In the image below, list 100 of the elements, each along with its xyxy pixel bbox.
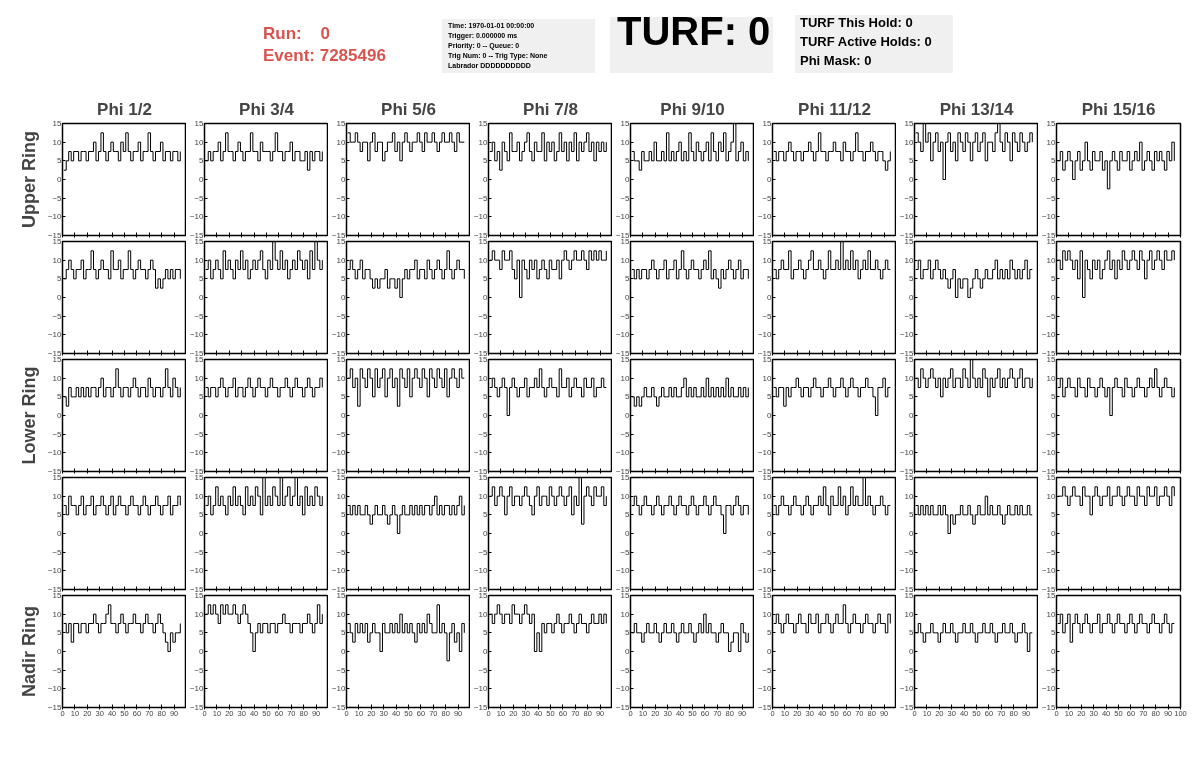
y-tick-label: −15 (757, 349, 773, 358)
y-tick-label: 15 (904, 473, 915, 482)
y-tick-label: −10 (47, 212, 63, 222)
y-tick-label: −10 (189, 330, 205, 340)
y-tick-label: −10 (615, 212, 631, 222)
y-tick-label: −5 (904, 193, 915, 203)
y-tick-label: 5 (625, 392, 631, 402)
y-tick-label: 5 (767, 510, 773, 520)
y-tick-label: 5 (909, 510, 915, 520)
y-tick-label: −15 (1041, 231, 1057, 240)
y-tick-label: 15 (52, 473, 63, 482)
y-tick-label: −15 (473, 467, 489, 476)
y-tick-label: 15 (904, 119, 915, 128)
y-tick-label: 10 (904, 255, 915, 265)
y-tick-label: −15 (899, 231, 915, 240)
chart-title: Phi 9/10 (660, 99, 725, 119)
chart-title: Phi 11/12 (798, 99, 871, 119)
y-tick-label: 5 (57, 392, 63, 402)
y-tick-label: 0 (909, 411, 915, 420)
y-tick-label: −5 (904, 665, 915, 675)
y-tick-label: 5 (57, 628, 63, 638)
y-tick-label: −10 (189, 212, 205, 222)
y-tick-label: 0 (909, 529, 915, 538)
y-tick-label: −15 (331, 349, 347, 358)
y-tick-label: 15 (904, 355, 915, 364)
y-tick-label: 15 (478, 119, 489, 128)
y-tick-label: 15 (620, 237, 631, 246)
y-tick-label: −10 (1041, 212, 1057, 222)
y-tick-label: −10 (1041, 684, 1057, 694)
y-tick-label: −10 (331, 212, 347, 222)
y-tick-label: 15 (194, 591, 205, 600)
y-tick-label: −5 (478, 193, 489, 203)
y-tick-label: −10 (899, 566, 915, 576)
y-tick-label: 15 (762, 237, 773, 246)
y-tick-label: 10 (904, 373, 915, 383)
y-tick-label: −5 (762, 429, 773, 439)
y-tick-label: 10 (52, 373, 63, 383)
y-tick-label: 5 (767, 628, 773, 638)
y-tick-label: −10 (189, 448, 205, 458)
y-tick-label: 5 (341, 510, 347, 520)
y-tick-label: 15 (904, 237, 915, 246)
y-tick-label: −15 (47, 585, 63, 594)
y-tick-label: −10 (899, 330, 915, 340)
y-tick-label: 15 (194, 473, 205, 482)
y-tick-label: −5 (194, 193, 205, 203)
y-tick-label: 5 (625, 156, 631, 166)
y-tick-label: −5 (762, 547, 773, 557)
y-tick-label: 5 (199, 510, 205, 520)
y-tick-label: −15 (189, 467, 205, 476)
y-tick-label: 5 (909, 628, 915, 638)
y-tick-label: 15 (478, 237, 489, 246)
y-tick-label: 0 (909, 293, 915, 302)
y-tick-label: −15 (1041, 467, 1057, 476)
y-tick-label: 15 (194, 119, 205, 128)
text: Phi Mask: 0 (800, 52, 872, 68)
y-tick-label: 15 (52, 237, 63, 246)
y-tick-label: 15 (620, 591, 631, 600)
y-tick-label: 0 (341, 175, 347, 184)
y-tick-label: −10 (331, 684, 347, 694)
y-tick-label: 10 (336, 491, 347, 501)
y-tick-label: −15 (47, 349, 63, 358)
y-tick-label: 10 (478, 137, 489, 147)
y-tick-label: −15 (331, 231, 347, 240)
y-tick-label: −15 (615, 585, 631, 594)
y-tick-label: 5 (483, 392, 489, 402)
y-tick-label: 15 (478, 473, 489, 482)
y-tick-label: −5 (336, 429, 347, 439)
y-tick-label: −15 (615, 703, 631, 712)
y-tick-label: −10 (615, 566, 631, 576)
y-tick-label: 0 (199, 529, 205, 538)
y-tick-label: −15 (757, 703, 773, 712)
y-tick-label: 10 (620, 255, 631, 265)
y-tick-label: 0 (767, 293, 773, 302)
y-tick-label: −5 (620, 193, 631, 203)
y-tick-label: −10 (331, 448, 347, 458)
y-tick-label: 0 (483, 293, 489, 302)
y-tick-label: 10 (1046, 137, 1057, 147)
y-tick-label: 5 (341, 274, 347, 284)
y-tick-label: 10 (904, 491, 915, 501)
y-tick-label: −5 (904, 429, 915, 439)
y-tick-label: 5 (625, 628, 631, 638)
y-tick-label: −15 (1041, 703, 1057, 712)
y-tick-label: 10 (620, 491, 631, 501)
y-tick-label: 0 (199, 647, 205, 656)
y-tick-label: −15 (899, 349, 915, 358)
y-tick-label: 0 (909, 647, 915, 656)
y-tick-label: 15 (904, 591, 915, 600)
y-tick-label: 5 (483, 510, 489, 520)
y-tick-label: −15 (189, 703, 205, 712)
y-tick-label: 0 (483, 411, 489, 420)
y-tick-label: −10 (615, 684, 631, 694)
y-tick-label: −5 (336, 193, 347, 203)
y-tick-label: −15 (331, 467, 347, 476)
y-tick-label: 15 (620, 473, 631, 482)
y-tick-label: −15 (615, 231, 631, 240)
y-tick-label: 5 (1051, 628, 1057, 638)
y-tick-label: 0 (57, 175, 63, 184)
y-tick-label: 0 (341, 411, 347, 420)
y-tick-label: −5 (620, 665, 631, 675)
y-tick-label: 5 (909, 274, 915, 284)
